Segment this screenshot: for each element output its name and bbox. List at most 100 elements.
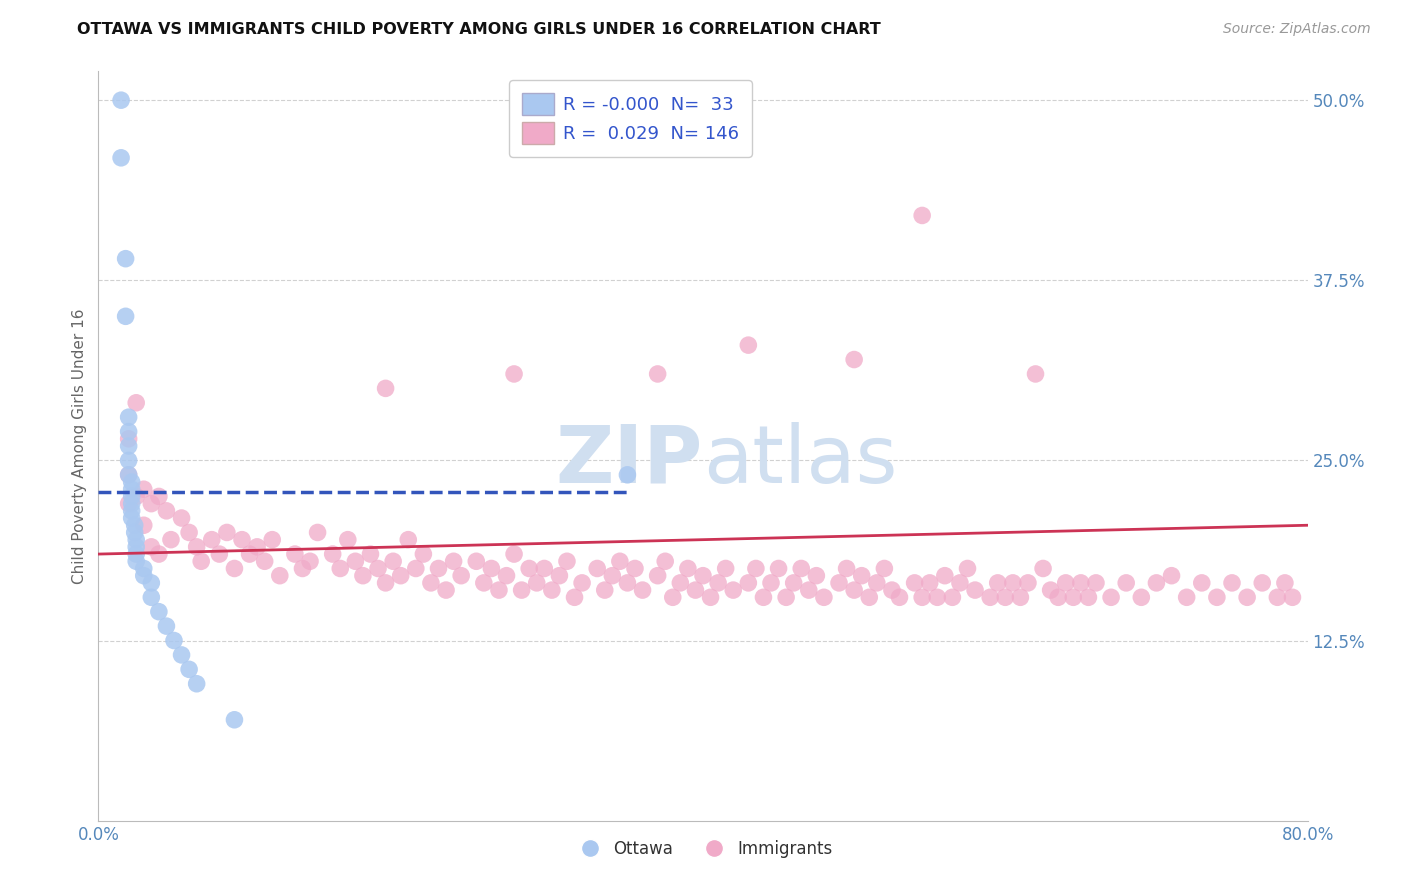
Point — [118, 453, 141, 467]
Point — [132, 482, 155, 496]
Point — [510, 583, 533, 598]
Point — [125, 533, 148, 547]
Point — [1130, 591, 1153, 605]
Point — [118, 425, 141, 439]
Point — [797, 583, 820, 598]
Point — [269, 568, 291, 582]
Point — [481, 561, 503, 575]
Point — [125, 554, 148, 568]
Point — [336, 533, 359, 547]
Point — [737, 575, 759, 590]
Point — [190, 554, 212, 568]
Point — [148, 490, 170, 504]
Point — [284, 547, 307, 561]
Point — [443, 554, 465, 568]
Point — [775, 591, 797, 605]
Point — [699, 591, 721, 605]
Point — [495, 568, 517, 582]
Point — [813, 591, 835, 605]
Point — [155, 619, 177, 633]
Point — [737, 338, 759, 352]
Point — [1236, 591, 1258, 605]
Point — [548, 568, 571, 582]
Point — [1070, 575, 1092, 590]
Point — [1032, 561, 1054, 575]
Point — [118, 439, 141, 453]
Text: OTTAWA VS IMMIGRANTS CHILD POVERTY AMONG GIRLS UNDER 16 CORRELATION CHART: OTTAWA VS IMMIGRANTS CHILD POVERTY AMONG… — [77, 22, 882, 37]
Point — [1191, 575, 1213, 590]
Point — [186, 677, 208, 691]
Point — [1206, 591, 1229, 605]
Point — [118, 467, 141, 482]
Point — [858, 591, 880, 605]
Point — [322, 547, 344, 561]
Point — [676, 561, 699, 575]
Point — [873, 561, 896, 575]
Point — [844, 583, 866, 598]
Point — [179, 662, 201, 676]
Point — [224, 561, 246, 575]
Point — [121, 490, 143, 504]
Point — [344, 554, 367, 568]
Point — [155, 504, 177, 518]
Point — [631, 583, 654, 598]
Point — [759, 575, 782, 590]
Point — [125, 547, 148, 561]
Y-axis label: Child Poverty Among Girls Under 16: Child Poverty Among Girls Under 16 — [72, 309, 87, 583]
Point — [382, 554, 405, 568]
Point — [503, 367, 526, 381]
Point — [526, 575, 548, 590]
Point — [360, 547, 382, 561]
Point — [994, 591, 1017, 605]
Point — [141, 497, 163, 511]
Legend: Ottawa, Immigrants: Ottawa, Immigrants — [567, 833, 839, 864]
Point — [1039, 583, 1062, 598]
Point — [911, 591, 934, 605]
Point — [609, 554, 631, 568]
Point — [911, 209, 934, 223]
Point — [291, 561, 314, 575]
Point — [141, 540, 163, 554]
Point — [114, 252, 136, 266]
Point — [1085, 575, 1108, 590]
Point — [1144, 575, 1167, 590]
Point — [132, 518, 155, 533]
Point — [125, 396, 148, 410]
Point — [790, 561, 813, 575]
Point — [533, 561, 555, 575]
Point — [125, 490, 148, 504]
Point — [517, 561, 540, 575]
Point — [685, 583, 707, 598]
Text: atlas: atlas — [703, 422, 897, 500]
Point — [465, 554, 488, 568]
Point — [125, 540, 148, 554]
Point — [714, 561, 737, 575]
Point — [1099, 591, 1122, 605]
Point — [208, 547, 231, 561]
Point — [405, 561, 427, 575]
Point — [124, 525, 146, 540]
Point — [949, 575, 972, 590]
Point — [118, 432, 141, 446]
Point — [124, 518, 146, 533]
Point — [851, 568, 873, 582]
Point — [1115, 575, 1137, 590]
Point — [889, 591, 911, 605]
Point — [132, 561, 155, 575]
Point — [1017, 575, 1039, 590]
Point — [616, 467, 638, 482]
Point — [624, 561, 647, 575]
Point — [866, 575, 889, 590]
Point — [121, 482, 143, 496]
Point — [1047, 591, 1070, 605]
Point — [1267, 591, 1289, 605]
Point — [307, 525, 329, 540]
Point — [654, 554, 676, 568]
Point — [253, 554, 276, 568]
Point — [593, 583, 616, 598]
Point — [1220, 575, 1243, 590]
Point — [450, 568, 472, 582]
Point — [647, 568, 669, 582]
Point — [880, 583, 903, 598]
Point — [783, 575, 806, 590]
